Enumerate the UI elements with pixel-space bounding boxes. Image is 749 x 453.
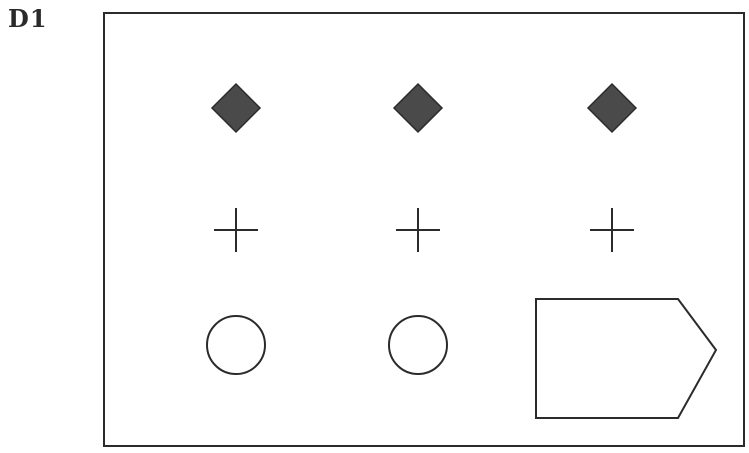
cross-shape-r2-c2 [396, 208, 440, 252]
puzzle-frame [103, 12, 745, 447]
circle-shape-r3-c1 [206, 315, 266, 375]
diamond-shape-r1-c1 [210, 82, 262, 134]
answer-box-shape [535, 298, 718, 419]
circle-shape-r3-c2 [388, 315, 448, 375]
cross-shape-r2-c1 [214, 208, 258, 252]
diamond-shape-r1-c2 [392, 82, 444, 134]
puzzle-label: D1 [8, 4, 48, 33]
matrix-cells [206, 82, 718, 419]
diamond-shape-r1-c3 [586, 82, 638, 134]
cross-shape-r2-c3 [590, 208, 634, 252]
